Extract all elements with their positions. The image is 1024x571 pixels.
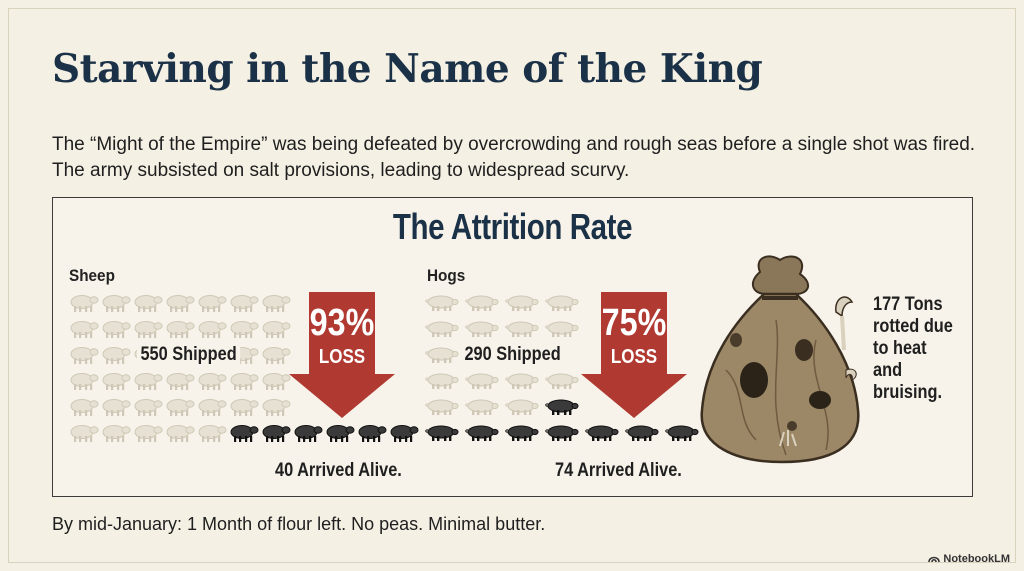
sheep-icon (198, 321, 227, 338)
sheep-icon (134, 425, 163, 442)
sheep-icon (198, 295, 227, 312)
sheep-loss-label: LOSS (318, 346, 366, 368)
sheep-icon (102, 425, 131, 442)
sack-caption: 177 Tons rotted due to heat and bruising… (873, 294, 953, 403)
sheep-icon (166, 295, 195, 312)
sheep-icon (70, 321, 99, 338)
sheep-icon (102, 295, 131, 312)
footer-note: By mid-January: 1 Month of flour left. N… (52, 514, 546, 534)
hog-icon (585, 425, 619, 441)
sheep-icon (166, 321, 195, 338)
slide-frame (8, 8, 1016, 563)
hogs-loss-percent: 75% (601, 302, 667, 344)
sheep-icon (262, 373, 291, 390)
hog-icon (465, 425, 499, 441)
sheep-icon (230, 295, 259, 312)
sheep-icon (390, 425, 419, 442)
sheep-loss-percent: 93% (309, 302, 375, 344)
hogs-loss-arrow: 75% LOSS (581, 292, 687, 418)
sheep-icon (262, 425, 291, 442)
notebooklm-logo-icon (928, 556, 941, 563)
sheep-icon (198, 373, 227, 390)
sheep-icon (70, 373, 99, 390)
hog-icon (665, 425, 699, 441)
down-arrow-icon (289, 292, 395, 418)
sheep-shipped-label: 550 Shipped (137, 344, 241, 366)
sheep-icon (134, 373, 163, 390)
sheep-icon (70, 425, 99, 442)
sheep-icon (70, 347, 99, 364)
sheep-loss-arrow: 93% LOSS (289, 292, 395, 418)
sheep-icon (262, 399, 291, 416)
down-arrow-icon (581, 292, 687, 418)
sheep-icon (262, 321, 291, 338)
sheep-icon (70, 295, 99, 312)
sheep-icon (102, 321, 131, 338)
sheep-arrived-label: 40 Arrived Alive. (275, 460, 402, 481)
hog-icon (425, 373, 459, 389)
hog-icon (545, 295, 579, 311)
hog-icon (465, 399, 499, 415)
hog-icon (625, 425, 659, 441)
hog-icon (425, 425, 459, 441)
hogs-shipped-label: 290 Shipped (461, 344, 565, 366)
hog-icon (545, 425, 579, 441)
sheep-icon (358, 425, 387, 442)
sheep-icon (230, 399, 259, 416)
hogs-label: Hogs (427, 266, 466, 285)
sheep-icon (102, 347, 131, 364)
brand-label: NotebookLM (943, 553, 1010, 565)
hog-icon (545, 399, 579, 415)
hog-icon (545, 321, 579, 337)
sheep-label: Sheep (69, 266, 115, 285)
sheep-icon (294, 425, 323, 442)
sheep-icon (134, 399, 163, 416)
hog-icon (465, 295, 499, 311)
hog-icon (425, 295, 459, 311)
sheep-icon (102, 399, 131, 416)
hog-icon (505, 373, 539, 389)
sheep-icon (166, 399, 195, 416)
hogs-arrived-label: 74 Arrived Alive. (555, 460, 682, 481)
rotting-sack-icon (696, 250, 866, 475)
hog-icon (425, 347, 459, 363)
hog-icon (505, 321, 539, 337)
sheep-icon (326, 425, 355, 442)
hog-icon (505, 399, 539, 415)
sheep-icon (102, 373, 131, 390)
sheep-icon (134, 321, 163, 338)
sheep-icon (262, 347, 291, 364)
brand-watermark: NotebookLM (928, 553, 1010, 565)
page-title: Starving in the Name of the King (52, 46, 763, 92)
hog-icon (425, 321, 459, 337)
hog-icon (465, 373, 499, 389)
sheep-icon (166, 425, 195, 442)
attrition-panel: The Attrition Rate Sheep 550 Shipped 40 … (52, 197, 973, 497)
hog-icon (545, 373, 579, 389)
hog-icon (505, 425, 539, 441)
sheep-icon (230, 373, 259, 390)
hogs-loss-label: LOSS (610, 346, 658, 368)
subtitle: The “Might of the Empire” was being defe… (52, 134, 976, 181)
panel-heading: The Attrition Rate (392, 206, 633, 247)
sheep-icon (134, 295, 163, 312)
sheep-icon (198, 425, 227, 442)
sheep-icon (230, 321, 259, 338)
sheep-icon (262, 295, 291, 312)
hog-icon (505, 295, 539, 311)
hog-icon (425, 399, 459, 415)
sheep-icon (70, 399, 99, 416)
hog-icon (465, 321, 499, 337)
sheep-icon (166, 373, 195, 390)
sheep-icon (230, 425, 259, 442)
sheep-icon (198, 399, 227, 416)
